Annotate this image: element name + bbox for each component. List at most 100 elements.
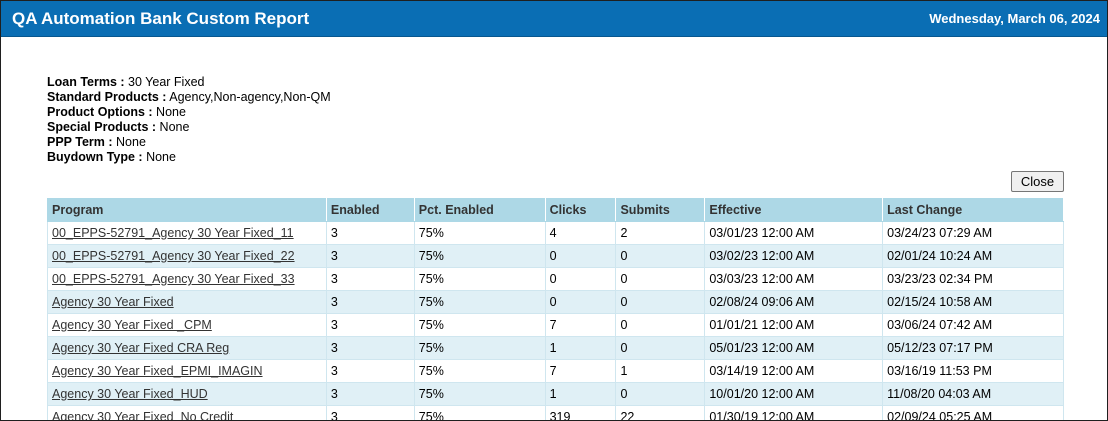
report-criteria: Loan Terms : 30 Year Fixed Standard Produ… [47,75,331,165]
criteria-value: None [142,150,176,164]
report-date: Wednesday, March 06, 2024 [929,11,1100,26]
enabled-cell: 3 [325,313,415,337]
criteria-value: None [112,135,146,149]
submits-cell: 1 [615,359,706,383]
table-row: 00_EPPS-52791_Agency 30 Year Fixed_11 3 75… [47,221,1064,245]
pct-enabled-cell: 75% [413,244,546,268]
criteria-label: Product Options : [47,105,153,119]
program-link[interactable]: Agency 30 Year Fixed_HUD [52,387,208,401]
enabled-cell: 3 [325,267,415,291]
clicks-cell: 319 [544,405,617,420]
column-header-enabled: Enabled [325,198,415,222]
enabled-cell: 3 [325,336,415,360]
program-cell: Agency 30 Year Fixed_HUD [47,382,327,406]
column-header-program: Program [47,198,327,222]
submits-cell: 0 [615,313,706,337]
pct-enabled-cell: 75% [413,313,546,337]
enabled-cell: 3 [325,359,415,383]
program-cell: Agency 30 Year Fixed_EPMI_IMAGIN [47,359,327,383]
program-cell: Agency 30 Year Fixed CRA Reg [47,336,327,360]
clicks-cell: 1 [544,382,617,406]
close-button[interactable]: Close [1011,171,1064,192]
criteria-label: Special Products : [47,120,157,134]
program-link[interactable]: 00_EPPS-52791_Agency 30 Year Fixed_22 [52,249,295,263]
submits-cell: 0 [615,267,706,291]
criteria-label: Loan Terms : [47,75,125,89]
pct-enabled-cell: 75% [413,336,546,360]
effective-cell: 01/01/21 12:00 AM [704,313,884,337]
submits-cell: 0 [615,336,706,360]
table-row: Agency 30 Year Fixed 3 75% 0 0 02/08/24 09:06… [47,290,1064,314]
pct-enabled-cell: 75% [413,290,546,314]
effective-cell: 01/30/19 12:00 AM [704,405,884,420]
criteria-label: Buydown Type : [47,150,143,164]
criteria-line: Buydown Type : None [47,150,331,165]
criteria-value: Agency,Non-agency,Non-QM [166,90,331,104]
effective-cell: 10/01/20 12:00 AM [704,382,884,406]
effective-cell: 03/02/23 12:00 AM [704,244,884,268]
criteria-line: PPP Term : None [47,135,331,150]
submits-cell: 0 [615,290,706,314]
last-change-cell: 02/09/24 05:25 AM [882,405,1064,420]
program-link[interactable]: Agency 30 Year Fixed_No Credit [52,410,234,421]
program-link[interactable]: Agency 30 Year Fixed _CPM [52,318,212,332]
column-header-submits: Submits [615,198,706,222]
pct-enabled-cell: 75% [413,267,546,291]
enabled-cell: 3 [325,290,415,314]
last-change-cell: 03/23/23 02:34 PM [882,267,1064,291]
pct-enabled-cell: 75% [413,382,546,406]
effective-cell: 05/01/23 12:00 AM [704,336,884,360]
criteria-line: Standard Products : Agency,Non-agency,No… [47,90,331,105]
table-row: Agency 30 Year Fixed_No Credit 3 75% 319 22 0… [47,405,1064,421]
pct-enabled-cell: 75% [413,405,546,420]
program-cell: 00_EPPS-52791_Agency 30 Year Fixed_33 [47,267,327,291]
program-link[interactable]: Agency 30 Year Fixed CRA Reg [52,341,230,355]
program-link[interactable]: 00_EPPS-52791_Agency 30 Year Fixed_33 [52,272,295,286]
clicks-cell: 1 [544,336,617,360]
table-row: Agency 30 Year Fixed CRA Reg 3 75% 1 0 05/01/… [47,336,1064,360]
program-cell: Agency 30 Year Fixed [47,290,327,314]
table-header-row: Program Enabled Pct. Enabled Clicks Subm… [47,198,1064,222]
column-header-last-change: Last Change [882,198,1064,222]
clicks-cell: 7 [544,359,617,383]
title-bar: QA Automation Bank Custom Report Wednesd… [1,1,1107,37]
criteria-value: None [156,120,190,134]
program-cell: 00_EPPS-52791_Agency 30 Year Fixed_22 [47,244,327,268]
effective-cell: 03/14/19 12:00 AM [704,359,884,383]
column-header-clicks: Clicks [544,198,617,222]
program-link[interactable]: Agency 30 Year Fixed [52,295,174,309]
clicks-cell: 4 [544,221,617,245]
criteria-value: None [152,105,186,119]
programs-table: Program Enabled Pct. Enabled Clicks Subm… [47,198,1064,421]
last-change-cell: 03/06/24 07:42 AM [882,313,1064,337]
criteria-line: Loan Terms : 30 Year Fixed [47,75,331,90]
last-change-cell: 02/01/24 10:24 AM [882,244,1064,268]
enabled-cell: 3 [325,244,415,268]
criteria-label: PPP Term : [47,135,113,149]
report-title: QA Automation Bank Custom Report [12,9,310,28]
last-change-cell: 02/15/24 10:58 AM [882,290,1064,314]
program-link[interactable]: Agency 30 Year Fixed_EPMI_IMAGIN [52,364,263,378]
submits-cell: 22 [615,405,706,420]
table-row: 00_EPPS-52791_Agency 30 Year Fixed_22 3 75… [47,244,1064,268]
clicks-cell: 0 [544,244,617,268]
criteria-line: Product Options : None [47,105,331,120]
last-change-cell: 03/24/23 07:29 AM [882,221,1064,245]
clicks-cell: 0 [544,290,617,314]
submits-cell: 2 [615,221,706,245]
last-change-cell: 03/16/19 11:53 PM [882,359,1064,383]
effective-cell: 03/01/23 12:00 AM [704,221,884,245]
table-row: Agency 30 Year Fixed_EPMI_IMAGIN 3 75% 7 1 03… [47,359,1064,383]
effective-cell: 02/08/24 09:06 AM [704,290,884,314]
criteria-value: 30 Year Fixed [124,75,205,89]
table-row: Agency 30 Year Fixed _CPM 3 75% 7 0 01/01/21 … [47,313,1064,337]
criteria-label: Standard Products : [47,90,167,104]
enabled-cell: 3 [325,221,415,245]
last-change-cell: 11/08/20 04:03 AM [882,382,1064,406]
program-link[interactable]: 00_EPPS-52791_Agency 30 Year Fixed_11 [52,226,294,240]
column-header-pct-enabled: Pct. Enabled [413,198,546,222]
last-change-cell: 05/12/23 07:17 PM [882,336,1064,360]
submits-cell: 0 [615,382,706,406]
table-row: Agency 30 Year Fixed_HUD 3 75% 1 0 10/01/20 1… [47,382,1064,406]
